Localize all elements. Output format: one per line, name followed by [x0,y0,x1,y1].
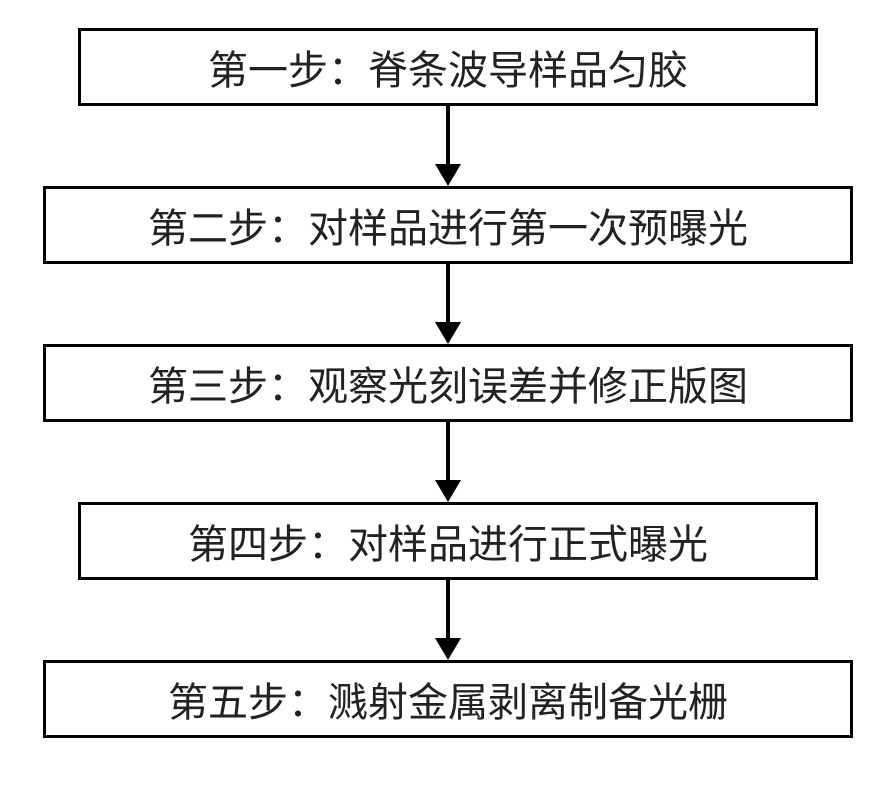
arrow-1-2 [435,106,461,186]
step-label-3: 第三步：观察光刻误差并修正版图 [148,354,748,412]
flowchart-container: 第一步：脊条波导样品匀胶 第二步：对样品进行第一次预曝光 第三步：观察光刻误差并… [0,0,896,797]
arrow-head-icon [435,638,461,660]
arrow-2-3 [435,264,461,344]
arrow-shaft [446,422,450,480]
step-label-2: 第二步：对样品进行第一次预曝光 [148,196,748,254]
arrow-head-icon [435,164,461,186]
step-box-3: 第三步：观察光刻误差并修正版图 [43,344,853,422]
arrow-3-4 [435,422,461,502]
arrow-head-icon [435,480,461,502]
arrow-head-icon [435,322,461,344]
step-label-4: 第四步：对样品进行正式曝光 [188,512,708,570]
step-box-2: 第二步：对样品进行第一次预曝光 [43,186,853,264]
step-label-5: 第五步：溅射金属剥离制备光栅 [168,670,728,728]
arrow-shaft [446,264,450,322]
arrow-4-5 [435,580,461,660]
step-box-5: 第五步：溅射金属剥离制备光栅 [43,660,853,738]
step-box-1: 第一步：脊条波导样品匀胶 [78,28,818,106]
arrow-shaft [446,580,450,638]
step-box-4: 第四步：对样品进行正式曝光 [78,502,818,580]
step-label-1: 第一步：脊条波导样品匀胶 [208,38,688,96]
arrow-shaft [446,106,450,164]
